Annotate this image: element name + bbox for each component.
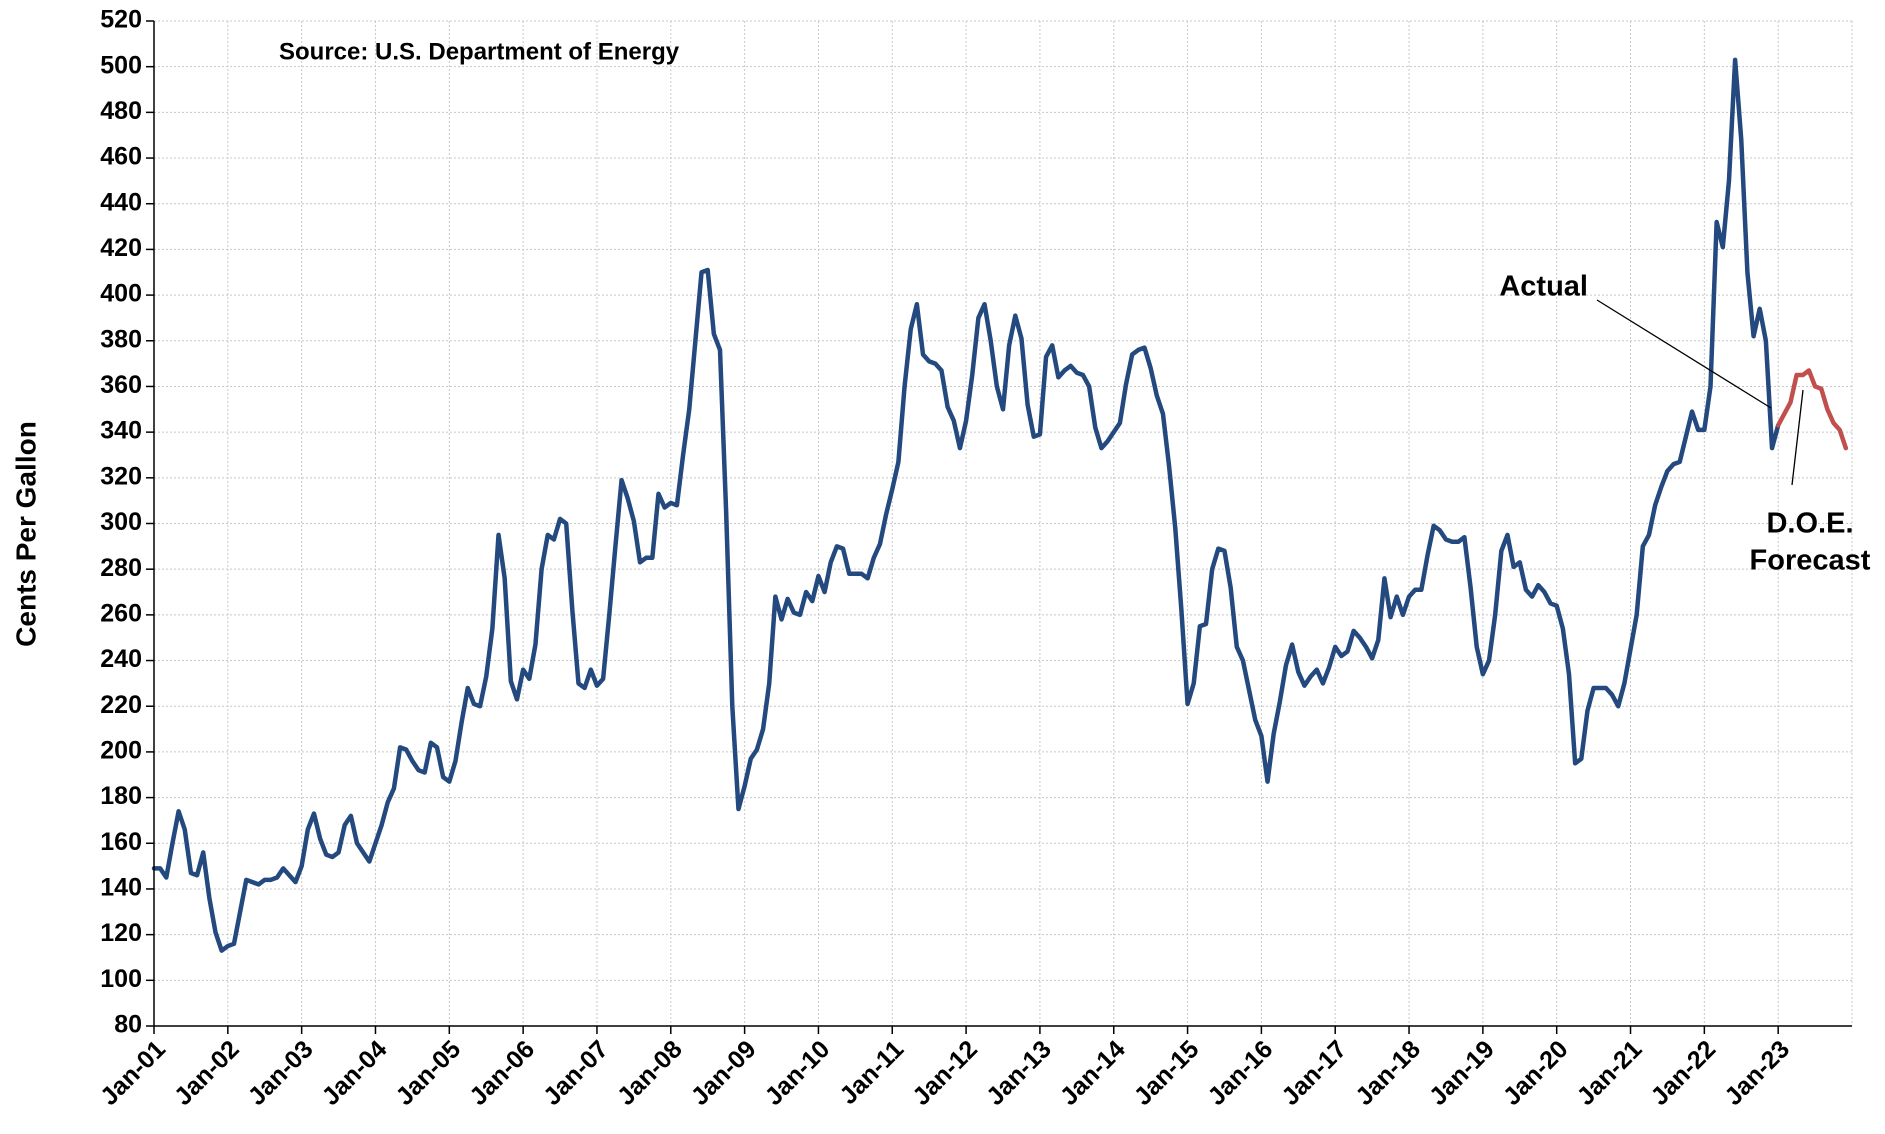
y-tick-label: 220 [100,691,142,719]
annotation-forecast: Forecast [1750,545,1871,577]
line-series [1775,368,1849,451]
y-tick-label: 120 [100,919,142,947]
y-tick-label: 260 [100,599,142,627]
y-tick-label: 380 [100,325,142,353]
y-tick-label: 80 [114,1011,142,1039]
y-tick-label: 320 [100,462,142,490]
y-tick-label: 500 [100,51,142,79]
y-tick-label: 520 [100,6,142,34]
annotation-actual: Actual [1499,271,1588,303]
annotation-forecast: D.O.E. [1766,508,1853,540]
y-tick-label: 480 [100,97,142,125]
y-tick-label: 400 [100,280,142,308]
lines [151,57,1849,953]
y-tick-label: 100 [100,965,142,993]
y-tick-label: 460 [100,143,142,171]
y-tick-label: 300 [100,508,142,536]
y-tick-label: 140 [100,874,142,902]
annotation-pointer [1791,389,1804,486]
source-note: Source: U.S. Department of Energy [279,38,680,65]
y-tick-label: 280 [100,554,142,582]
annotation-pointer [1596,299,1772,409]
y-tick-label: 240 [100,645,142,673]
y-tick-label: 440 [100,188,142,216]
grid [153,20,1853,1027]
y-tick-label: 160 [100,828,142,856]
y-tick-label: 420 [100,234,142,262]
line-series [151,57,1781,953]
y-tick-label: 360 [100,371,142,399]
y-tick-label: 200 [100,737,142,765]
y-axis-label: Cents Per Gallon [10,421,41,647]
y-tick-label: 340 [100,417,142,445]
y-tick-label: 180 [100,782,142,810]
